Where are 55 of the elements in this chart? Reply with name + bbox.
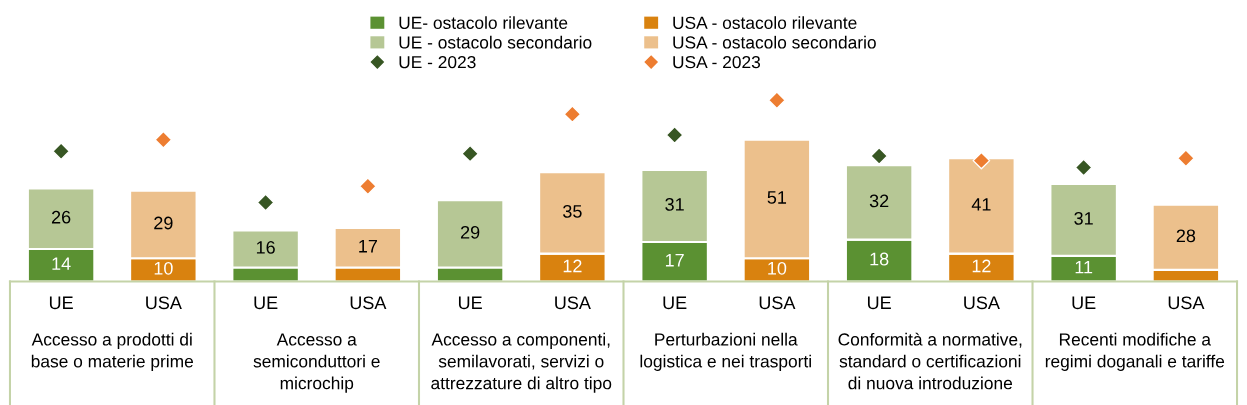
x-tick-label: UE bbox=[867, 296, 891, 310]
data-label: 14 bbox=[52, 257, 71, 270]
legend-label: UE- ostacolo rilevante bbox=[399, 16, 568, 29]
data-label: 12 bbox=[563, 259, 582, 273]
x-tick-label: USA bbox=[146, 296, 182, 310]
point bbox=[461, 144, 480, 163]
point bbox=[52, 142, 71, 161]
legend-label: USA - 2023 bbox=[673, 55, 761, 69]
text: Recenti modifiche a regimi doganali e tariffe bbox=[1045, 332, 1225, 371]
x-tick-label: USA bbox=[759, 296, 796, 310]
point bbox=[767, 91, 786, 110]
x-tick-label: UE bbox=[663, 296, 687, 310]
data-label: 12 bbox=[972, 259, 991, 273]
data-label: 28 bbox=[1176, 229, 1196, 243]
data-label: 51 bbox=[767, 191, 787, 204]
data-label: 31 bbox=[1074, 211, 1093, 225]
legend-label: UE - ostacolo secondario bbox=[399, 35, 592, 49]
text: Accesso a semiconduttori e microchip bbox=[253, 333, 380, 393]
x-tick-label: USA bbox=[964, 296, 1000, 310]
point bbox=[870, 147, 889, 165]
point bbox=[972, 151, 991, 170]
point bbox=[358, 177, 377, 196]
data-label: 16 bbox=[256, 241, 275, 254]
data-label: 10 bbox=[768, 261, 787, 275]
x-tick-label: USA bbox=[1168, 296, 1205, 310]
x-tick-label: UE bbox=[1072, 296, 1096, 310]
legend-label: USA - ostacolo secondario bbox=[673, 35, 876, 49]
data-label: 41 bbox=[971, 198, 991, 211]
data-label: 32 bbox=[869, 194, 889, 208]
text: Perturbazioni nella logistica e nei trasporti bbox=[640, 332, 811, 371]
text: Accesso a prodotti di base o materie prime bbox=[31, 332, 193, 371]
point bbox=[1074, 158, 1093, 177]
x-tick-label: USA bbox=[555, 296, 591, 310]
data-label: 31 bbox=[665, 198, 684, 211]
data-label: 18 bbox=[870, 252, 889, 266]
data-label: 10 bbox=[154, 261, 173, 275]
text: Accesso a componenti, semilavorati, servizi o attrezzature di altro tipo bbox=[431, 332, 612, 393]
data-label: 17 bbox=[665, 253, 684, 267]
data-label: 35 bbox=[563, 204, 582, 218]
data-label: 26 bbox=[51, 210, 71, 224]
x-tick-label: UE bbox=[49, 296, 73, 310]
point bbox=[665, 126, 684, 144]
legend-label: USA - ostacolo rilevante bbox=[673, 16, 857, 29]
text: Conformità a normative, standard o certificazioni di nuova introduzione bbox=[838, 332, 1022, 390]
x-tick-label: USA bbox=[350, 296, 387, 310]
data-label: 29 bbox=[460, 225, 480, 239]
x-tick-label: UE bbox=[254, 296, 278, 310]
point bbox=[1176, 149, 1195, 168]
point bbox=[154, 130, 173, 149]
x-tick-label: UE bbox=[458, 296, 482, 310]
data-label: 11 bbox=[1075, 260, 1093, 274]
legend-label: UE - 2023 bbox=[399, 55, 476, 69]
point bbox=[256, 193, 275, 212]
data-label: 17 bbox=[359, 240, 377, 253]
data-label: 29 bbox=[154, 216, 173, 230]
